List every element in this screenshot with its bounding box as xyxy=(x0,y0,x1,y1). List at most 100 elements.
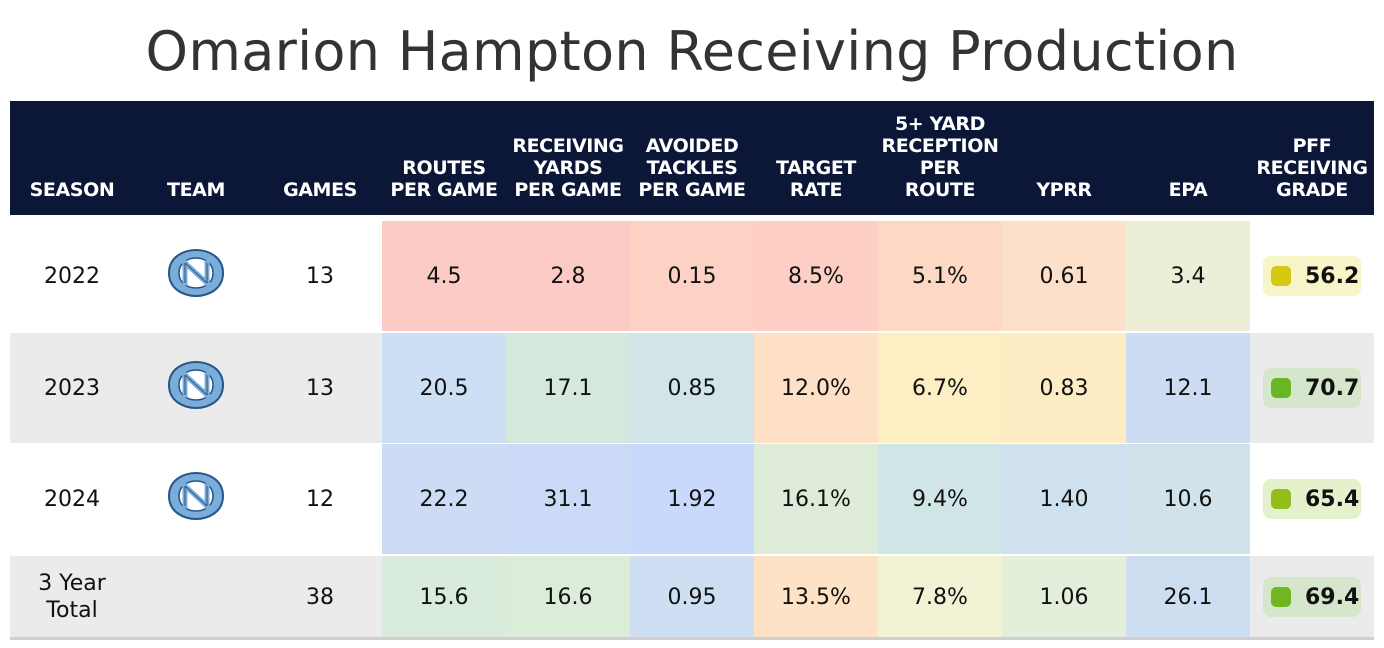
games-cell: 12 xyxy=(306,486,334,512)
header-team: TEAM xyxy=(167,179,225,201)
chart-title: Omarion Hampton Receiving Production xyxy=(145,20,1239,83)
team-cell xyxy=(134,221,258,331)
season-cell: 2024 xyxy=(44,486,100,512)
grade-color-swatch xyxy=(1271,378,1291,398)
epa-cell: 12.1 xyxy=(1126,333,1250,443)
routes-cell: 15.6 xyxy=(382,556,506,638)
header-receiving-yards-per-game: RECEIVING YARDS PER GAME xyxy=(512,135,624,201)
header-line: RECEPTION xyxy=(881,135,999,157)
avoided-cell: 0.95 xyxy=(630,556,754,638)
unc-nc-logo-icon xyxy=(163,471,229,527)
rec-yards-cell: 16.6 xyxy=(506,556,630,638)
five-plus-cell: 5.1% xyxy=(878,221,1002,331)
epa-cell: 10.6 xyxy=(1126,444,1250,554)
rec-yards-cell: 17.1 xyxy=(506,333,630,443)
header-epa-label: EPA xyxy=(1168,179,1208,201)
header-line: RATE xyxy=(789,179,843,201)
header-season: SEASON xyxy=(30,179,115,201)
grade-value: 56.2 xyxy=(1305,263,1360,289)
pff-grade-cell: 56.2 xyxy=(1250,221,1374,331)
header-target-rate: TARGET RATE xyxy=(776,157,856,201)
header-line: PER GAME xyxy=(514,179,622,201)
header-line: RECEIVING xyxy=(512,135,624,157)
header-5-plus-yard-reception-per-route: 5+ YARD RECEPTION PER ROUTE xyxy=(882,113,999,201)
table-row: 2023 13 20.5 17.1 0.85 12.0% 6.7% 0.83 12.1 70.7 xyxy=(10,333,1374,443)
epa-cell: 26.1 xyxy=(1126,556,1250,638)
routes-cell: 22.2 xyxy=(382,444,506,554)
grade-badge: 65.4 xyxy=(1263,479,1361,519)
grade-badge: 70.7 xyxy=(1263,368,1361,408)
header-line: AVOIDED xyxy=(645,135,739,157)
target-rate-cell: 12.0% xyxy=(754,333,878,443)
header-line: YARDS xyxy=(533,157,603,179)
header-routes-per-game: ROUTES PER GAME xyxy=(390,157,498,201)
header-line: PER GAME xyxy=(638,179,746,201)
epa-cell: 3.4 xyxy=(1126,221,1250,331)
team-cell xyxy=(134,444,258,554)
grade-value: 70.7 xyxy=(1305,375,1360,401)
team-cell xyxy=(134,333,258,443)
avoided-cell: 1.92 xyxy=(630,444,754,554)
target-rate-cell: 13.5% xyxy=(754,556,878,638)
five-plus-cell: 9.4% xyxy=(878,444,1002,554)
header-line: GRADE xyxy=(1276,179,1348,201)
grade-badge: 69.4 xyxy=(1263,577,1361,617)
grade-color-swatch xyxy=(1271,266,1291,286)
header-line: ROUTES xyxy=(402,157,486,179)
games-cell: 13 xyxy=(306,263,334,289)
header-yprr-label: YPRR xyxy=(1036,179,1092,201)
five-plus-cell: 6.7% xyxy=(878,333,1002,443)
rec-yards-cell: 31.1 xyxy=(506,444,630,554)
header-games: GAMES xyxy=(283,179,357,201)
games-cell: 13 xyxy=(306,375,334,401)
table-row: 2022 13 4.5 2.8 0.15 8.5% 5.1% 0.61 3.4 56.2 xyxy=(10,221,1374,331)
pff-grade-cell: 69.4 xyxy=(1250,556,1374,638)
table-row: 3 Year Total 38 15.6 16.6 0.95 13.5% 7.8% 1.06 2… xyxy=(10,556,1374,638)
grade-value: 65.4 xyxy=(1305,486,1360,512)
header-line: PER xyxy=(919,157,961,179)
table-header: SEASON TEAM GAMES ROUTES PER GAME RECEIV… xyxy=(10,101,1374,215)
header-yprr: YPRR xyxy=(1036,179,1092,201)
header-team-label: TEAM xyxy=(167,179,225,201)
header-avoided-tackles-per-game: AVOIDED TACKLES PER GAME xyxy=(638,135,746,201)
header-line: PER GAME xyxy=(390,179,498,201)
table-row: 2024 12 22.2 31.1 1.92 16.1% 9.4% 1.40 10.6 65.4 xyxy=(10,444,1374,554)
pff-grade-cell: 70.7 xyxy=(1250,333,1374,443)
stats-table: SEASON TEAM GAMES ROUTES PER GAME RECEIV… xyxy=(10,101,1374,638)
header-pff-receiving-grade: PFF RECEIVING GRADE xyxy=(1256,135,1368,201)
rec-yards-cell: 2.8 xyxy=(506,221,630,331)
season-cell: 2022 xyxy=(44,263,100,289)
routes-cell: 20.5 xyxy=(382,333,506,443)
routes-cell: 4.5 xyxy=(382,221,506,331)
grade-value: 69.4 xyxy=(1305,584,1360,610)
five-plus-cell: 7.8% xyxy=(878,556,1002,638)
unc-nc-logo-icon xyxy=(163,248,229,304)
table-bottom-rule xyxy=(10,637,1374,640)
games-cell: 38 xyxy=(306,584,334,610)
yprr-cell: 1.40 xyxy=(1002,444,1126,554)
yprr-cell: 0.61 xyxy=(1002,221,1126,331)
season-cell: 3 Year Total xyxy=(38,571,106,623)
yprr-cell: 0.83 xyxy=(1002,333,1126,443)
header-line: TARGET xyxy=(776,157,856,179)
header-line: ROUTE xyxy=(904,179,976,201)
header-epa: EPA xyxy=(1169,179,1208,201)
grade-color-swatch xyxy=(1271,489,1291,509)
header-games-label: GAMES xyxy=(283,179,357,201)
header-line: RECEIVING xyxy=(1256,157,1368,179)
grade-badge: 56.2 xyxy=(1263,256,1361,296)
header-line: 5+ YARD xyxy=(894,113,986,135)
season-cell: 2023 xyxy=(44,375,100,401)
target-rate-cell: 8.5% xyxy=(754,221,878,331)
grade-color-swatch xyxy=(1271,587,1291,607)
unc-nc-logo-icon xyxy=(163,360,229,416)
header-line: PFF xyxy=(1292,135,1332,157)
header-line: TACKLES xyxy=(646,157,738,179)
team-cell xyxy=(134,556,258,638)
avoided-cell: 0.85 xyxy=(630,333,754,443)
yprr-cell: 1.06 xyxy=(1002,556,1126,638)
avoided-cell: 0.15 xyxy=(630,221,754,331)
pff-grade-cell: 65.4 xyxy=(1250,444,1374,554)
header-season-label: SEASON xyxy=(29,179,115,201)
target-rate-cell: 16.1% xyxy=(754,444,878,554)
